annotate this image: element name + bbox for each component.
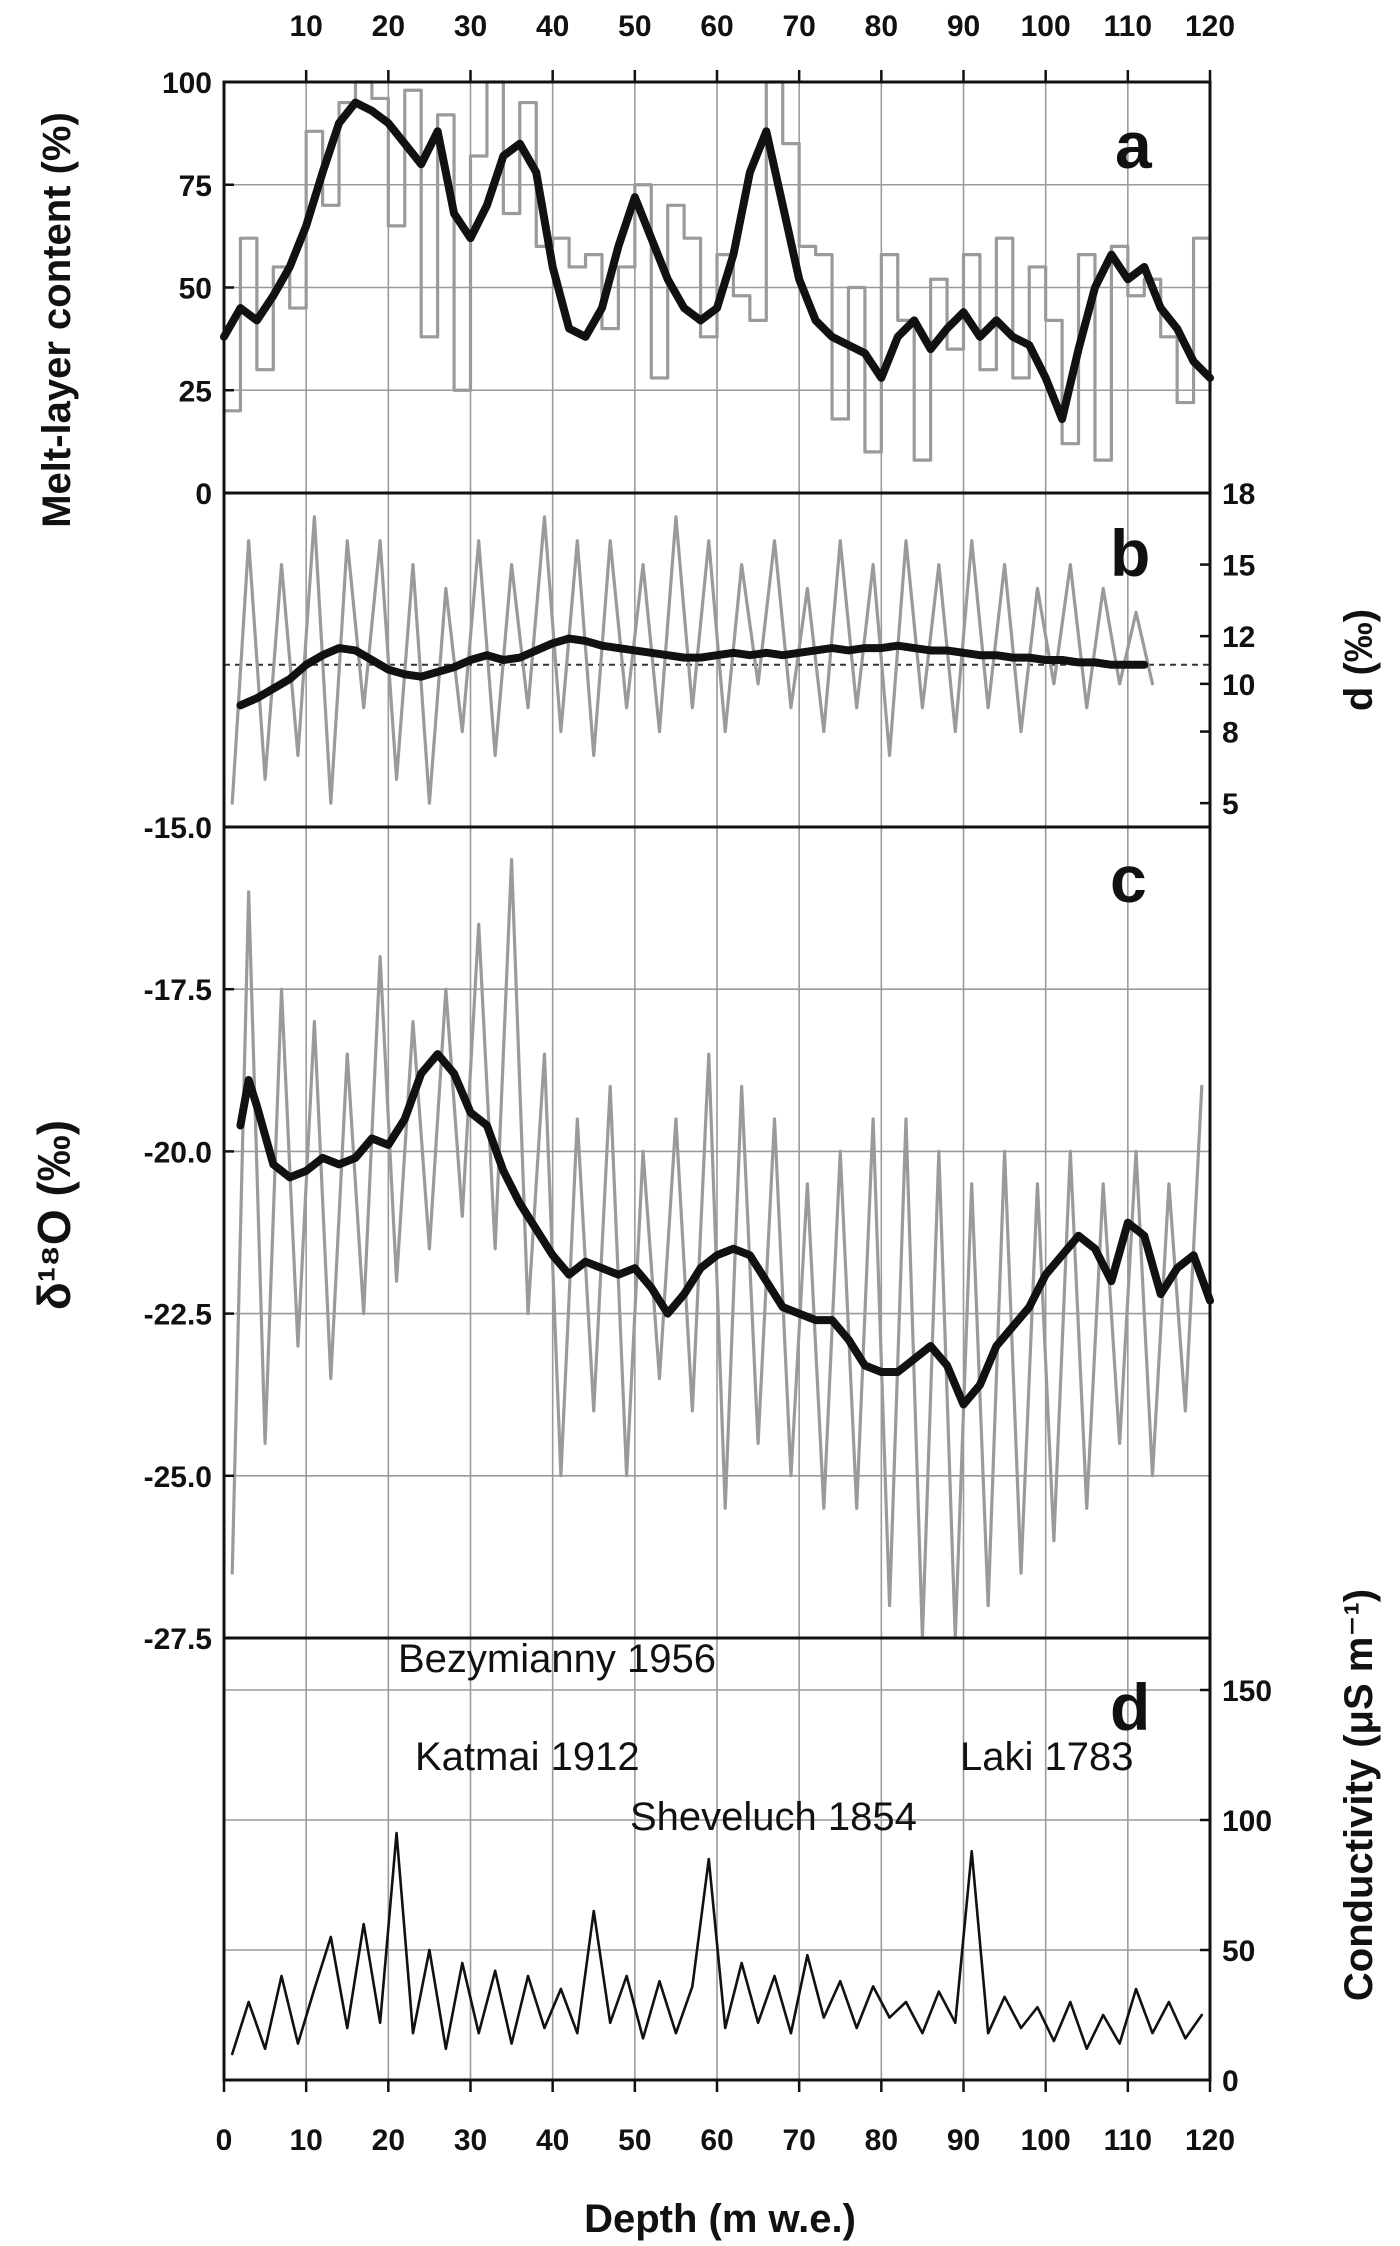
x-axis-title: Depth (m w.e.) bbox=[584, 2197, 856, 2241]
annotation-katmai-1912: Katmai 1912 bbox=[415, 1735, 640, 1779]
panel-a-y-tick-label: 25 bbox=[179, 375, 212, 408]
panel-b-y-tick-label: 18 bbox=[1222, 478, 1255, 511]
x-tick-label-bottom: 110 bbox=[1104, 2124, 1152, 2157]
panel-c-y-tick-label: -20.0 bbox=[144, 1136, 212, 1169]
series-layer bbox=[220, 80, 1214, 2056]
panel-b-y-tick-label: 12 bbox=[1222, 621, 1255, 654]
x-tick-label-bottom: 40 bbox=[536, 2124, 569, 2157]
x-tick-label-bottom: 30 bbox=[454, 2124, 487, 2157]
x-tick-label-bottom: 100 bbox=[1021, 2124, 1071, 2157]
panel-c-ylabel: δ¹⁸O (‰) bbox=[28, 1120, 80, 1310]
x-tick-label-top: 60 bbox=[700, 10, 733, 43]
panel-b-series-1-raw bbox=[230, 515, 1155, 805]
panel-a-series-1-raw bbox=[222, 80, 1212, 462]
panel-b-y-tick-label: 10 bbox=[1222, 669, 1255, 702]
annotation-bezymianny-1956: Bezymianny 1956 bbox=[398, 1637, 716, 1681]
panel-b-y-tick-label: 5 bbox=[1222, 788, 1239, 821]
panel-a-y-tick-label: 100 bbox=[162, 67, 212, 100]
panel-c-series-1-raw bbox=[230, 857, 1204, 1640]
x-tick-label-top: 20 bbox=[372, 10, 405, 43]
x-tick-label-top: 90 bbox=[947, 10, 980, 43]
x-tick-label-bottom: 90 bbox=[947, 2124, 980, 2157]
panel-c-y-tick-label: -15.0 bbox=[144, 812, 212, 845]
panel-a-series-2-smoothed bbox=[220, 98, 1214, 424]
x-tick-label-top: 50 bbox=[618, 10, 651, 43]
panel-a-letter: a bbox=[1115, 108, 1153, 182]
panel-b-series-2-smoothed bbox=[236, 634, 1149, 710]
panel-c-y-tick-label: -27.5 bbox=[144, 1623, 212, 1656]
panel-c-series-2-smoothed bbox=[236, 1050, 1214, 1409]
panel-d-series-1-smoothed bbox=[230, 1831, 1204, 2056]
x-tick-label-bottom: 80 bbox=[865, 2124, 898, 2157]
x-tick-label-bottom: 0 bbox=[216, 2124, 233, 2157]
x-tick-label-bottom: 70 bbox=[782, 2124, 815, 2157]
x-tick-label-bottom: 10 bbox=[289, 2124, 322, 2157]
x-tick-label-top: 10 bbox=[289, 10, 322, 43]
panel-c-y-tick-label: -17.5 bbox=[144, 974, 212, 1007]
panel-a-y-tick-label: 75 bbox=[179, 170, 212, 203]
panel-d-letter: d bbox=[1110, 1670, 1150, 1744]
x-tick-label-bottom: 50 bbox=[618, 2124, 651, 2157]
x-tick-label-bottom: 20 bbox=[372, 2124, 405, 2157]
panel-a-y-tick-label: 50 bbox=[179, 273, 212, 306]
panel-b-ylabel: d (‰) bbox=[1337, 609, 1381, 711]
panel-b-letter: b bbox=[1110, 516, 1150, 590]
x-tick-label-top: 120 bbox=[1185, 10, 1235, 43]
x-tick-label-top: 80 bbox=[865, 10, 898, 43]
panel-c-y-tick-label: -22.5 bbox=[144, 1299, 212, 1332]
panel-d-y-tick-label: 100 bbox=[1222, 1805, 1272, 1838]
panel-a-y-tick-label: 0 bbox=[195, 478, 212, 511]
panel-c-y-tick-label: -25.0 bbox=[144, 1461, 212, 1494]
panel-c-letter: c bbox=[1110, 842, 1147, 916]
panel-d-y-tick-label: 50 bbox=[1222, 1935, 1255, 1968]
panel-d-y-tick-label: 150 bbox=[1222, 1675, 1272, 1708]
x-tick-label-bottom: 60 bbox=[700, 2124, 733, 2157]
annotation-laki-1783: Laki 1783 bbox=[960, 1735, 1133, 1779]
panel-b-y-tick-label: 8 bbox=[1222, 717, 1239, 750]
panel-b-y-tick-label: 15 bbox=[1222, 550, 1255, 583]
panel-a-ylabel: Melt-layer content (%) bbox=[35, 112, 79, 528]
annotation-layer: Bezymianny 1956 Katmai 1912 Sheveluch 1854… bbox=[398, 1637, 1133, 1839]
panel-d-ylabel: Conductivity (μS m⁻¹) bbox=[1337, 1589, 1381, 2001]
x-tick-label-top: 40 bbox=[536, 10, 569, 43]
x-tick-label-top: 70 bbox=[782, 10, 815, 43]
panel-d-y-tick-label: 0 bbox=[1222, 2065, 1239, 2098]
x-tick-label-top: 30 bbox=[454, 10, 487, 43]
x-tick-label-bottom: 120 bbox=[1185, 2124, 1235, 2157]
x-tick-label-top: 100 bbox=[1021, 10, 1071, 43]
x-tick-label-top: 110 bbox=[1104, 10, 1152, 43]
annotation-sheveluch-1854: Sheveluch 1854 bbox=[630, 1795, 917, 1839]
